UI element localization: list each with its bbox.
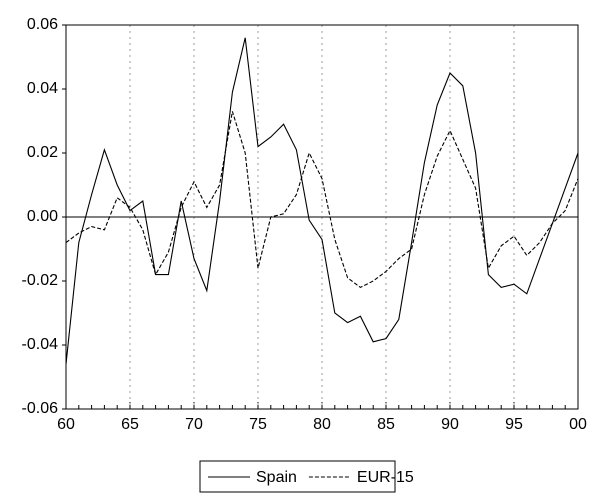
x-tick-label: 75	[249, 416, 267, 433]
plot-frame	[65, 24, 579, 410]
x-tick-label: 60	[57, 416, 75, 433]
x-tick-label: 85	[377, 416, 395, 433]
x-tick-label: 95	[505, 416, 523, 433]
x-tick-label: 80	[313, 416, 331, 433]
legend-label: Spain	[256, 469, 297, 486]
legend: Spain EUR-15	[199, 460, 414, 493]
y-tick-label: -0.06	[22, 400, 59, 417]
y-tick-label: 0.06	[27, 16, 58, 33]
y-tick-label: -0.04	[22, 336, 59, 353]
y-tick-label: 0.04	[27, 80, 58, 97]
series-line	[65, 37, 579, 365]
x-tick-label: 00	[569, 416, 587, 433]
x-tick-label: 65	[121, 416, 139, 433]
y-tick-label: -0.02	[22, 272, 59, 289]
legend-label: EUR-15	[357, 469, 414, 486]
x-tick-label: 70	[185, 416, 203, 433]
y-tick-label: 0.02	[27, 144, 58, 161]
x-tick-label: 90	[441, 416, 459, 433]
y-tick-label: 0.00	[27, 208, 58, 225]
series-line	[65, 111, 579, 289]
